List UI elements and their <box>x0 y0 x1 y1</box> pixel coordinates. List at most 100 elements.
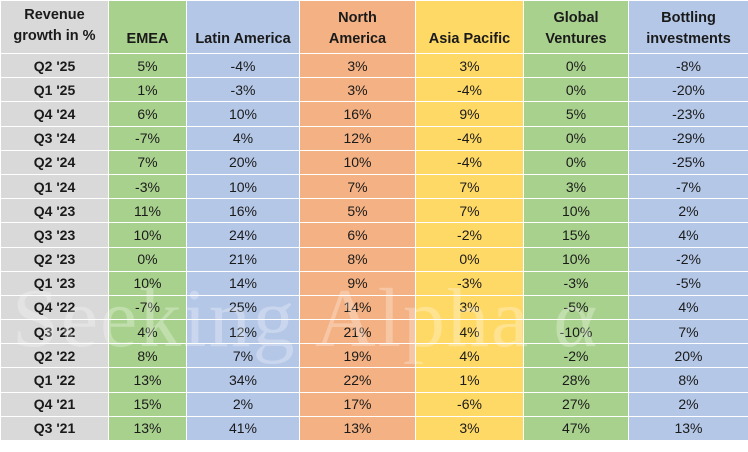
value-cell: 10% <box>186 173 300 200</box>
value-cell: -3% <box>523 270 629 296</box>
table-row: Q4 '24 6% 10% 16% 9% 5% -23% <box>0 101 748 127</box>
value-cell: 4% <box>415 343 524 369</box>
period-cell: Q2 '22 <box>0 343 109 369</box>
value-cell: 4% <box>415 319 524 345</box>
value-cell: -3% <box>108 173 187 200</box>
table-row: Q2 '25 5% -4% 3% 3% 0% -8% <box>0 52 748 79</box>
period-cell: Q2 '24 <box>0 149 109 175</box>
period-cell: Q3 '21 <box>0 415 109 442</box>
value-cell: 16% <box>299 101 416 127</box>
value-cell: -4% <box>415 77 524 103</box>
table-row: Q2 '22 8% 7% 19% 4% -2% 20% <box>0 343 748 369</box>
value-cell: 3% <box>523 173 629 200</box>
value-cell: 7% <box>299 173 416 200</box>
value-cell: 5% <box>108 52 187 79</box>
value-cell: 0% <box>523 77 629 103</box>
value-cell: 5% <box>523 101 629 127</box>
value-cell: 0% <box>523 149 629 175</box>
value-cell: 25% <box>186 294 300 321</box>
table-row: Q3 '22 4% 12% 21% 4% -10% 7% <box>0 319 748 345</box>
value-cell: 4% <box>186 125 300 151</box>
value-cell: 19% <box>299 343 416 369</box>
period-cell: Q4 '23 <box>0 198 109 224</box>
value-cell: -2% <box>523 343 629 369</box>
value-cell: 4% <box>628 294 748 321</box>
value-cell: -20% <box>628 77 748 103</box>
value-cell: 0% <box>108 246 187 272</box>
value-cell: 10% <box>108 222 187 248</box>
value-cell: -29% <box>628 125 748 151</box>
value-cell: 7% <box>628 319 748 345</box>
value-cell: 14% <box>299 294 416 321</box>
value-cell: 5% <box>299 198 416 224</box>
period-cell: Q2 '25 <box>0 52 109 79</box>
value-cell: 15% <box>523 222 629 248</box>
value-cell: 0% <box>415 246 524 272</box>
value-cell: 13% <box>108 367 187 393</box>
value-cell: 8% <box>299 246 416 272</box>
period-cell: Q3 '22 <box>0 319 109 345</box>
value-cell: 1% <box>415 367 524 393</box>
header-segment: Global Ventures <box>523 0 629 54</box>
value-cell: 9% <box>415 101 524 127</box>
table-body: Q2 '25 5% -4% 3% 3% 0% -8% Q1 '25 1% -3% 3% -4% 0% -2… <box>0 52 748 442</box>
period-cell: Q1 '23 <box>0 270 109 296</box>
value-cell: 21% <box>299 319 416 345</box>
value-cell: -5% <box>523 294 629 321</box>
value-cell: 9% <box>299 270 416 296</box>
value-cell: -2% <box>628 246 748 272</box>
value-cell: -7% <box>108 294 187 321</box>
table-row: Q3 '23 10% 24% 6% -2% 15% 4% <box>0 222 748 248</box>
value-cell: 7% <box>415 173 524 200</box>
table-row: Q3 '24 -7% 4% 12% -4% 0% -29% <box>0 125 748 151</box>
period-cell: Q3 '23 <box>0 222 109 248</box>
value-cell: 41% <box>186 415 300 442</box>
value-cell: -2% <box>415 222 524 248</box>
period-cell: Q3 '24 <box>0 125 109 151</box>
value-cell: -7% <box>628 173 748 200</box>
value-cell: 34% <box>186 367 300 393</box>
header-segment: EMEA <box>108 0 187 54</box>
period-cell: Q4 '21 <box>0 391 109 417</box>
value-cell: 10% <box>523 198 629 224</box>
period-cell: Q4 '24 <box>0 101 109 127</box>
value-cell: -23% <box>628 101 748 127</box>
value-cell: 16% <box>186 198 300 224</box>
value-cell: -7% <box>108 125 187 151</box>
value-cell: 13% <box>628 415 748 442</box>
value-cell: 10% <box>299 149 416 175</box>
value-cell: 14% <box>186 270 300 296</box>
header-segment: Asia Pacific <box>415 0 524 54</box>
revenue-growth-table: Revenue growth in % EMEA Latin America Nort… <box>0 0 748 442</box>
value-cell: -4% <box>415 149 524 175</box>
value-cell: -3% <box>415 270 524 296</box>
value-cell: 22% <box>299 367 416 393</box>
value-cell: 12% <box>299 125 416 151</box>
value-cell: -6% <box>415 391 524 417</box>
period-cell: Q4 '22 <box>0 294 109 321</box>
table-row: Q2 '24 7% 20% 10% -4% 0% -25% <box>0 149 748 175</box>
header-row: Revenue growth in % EMEA Latin America Nort… <box>0 0 748 54</box>
header-segment: Latin America <box>186 0 300 54</box>
table-row: Q1 '22 13% 34% 22% 1% 28% 8% <box>0 367 748 393</box>
value-cell: 8% <box>628 367 748 393</box>
period-cell: Q1 '24 <box>0 173 109 200</box>
value-cell: 8% <box>108 343 187 369</box>
value-cell: 0% <box>523 125 629 151</box>
value-cell: 47% <box>523 415 629 442</box>
table-row: Q3 '21 13% 41% 13% 3% 47% 13% <box>0 415 748 442</box>
value-cell: 10% <box>523 246 629 272</box>
value-cell: 3% <box>415 294 524 321</box>
value-cell: 7% <box>108 149 187 175</box>
value-cell: 15% <box>108 391 187 417</box>
value-cell: -25% <box>628 149 748 175</box>
table-row: Q1 '24 -3% 10% 7% 7% 3% -7% <box>0 173 748 200</box>
value-cell: -3% <box>186 77 300 103</box>
value-cell: 2% <box>186 391 300 417</box>
value-cell: 3% <box>415 415 524 442</box>
value-cell: 4% <box>628 222 748 248</box>
value-cell: 13% <box>108 415 187 442</box>
value-cell: 1% <box>108 77 187 103</box>
value-cell: 20% <box>628 343 748 369</box>
value-cell: 3% <box>415 52 524 79</box>
